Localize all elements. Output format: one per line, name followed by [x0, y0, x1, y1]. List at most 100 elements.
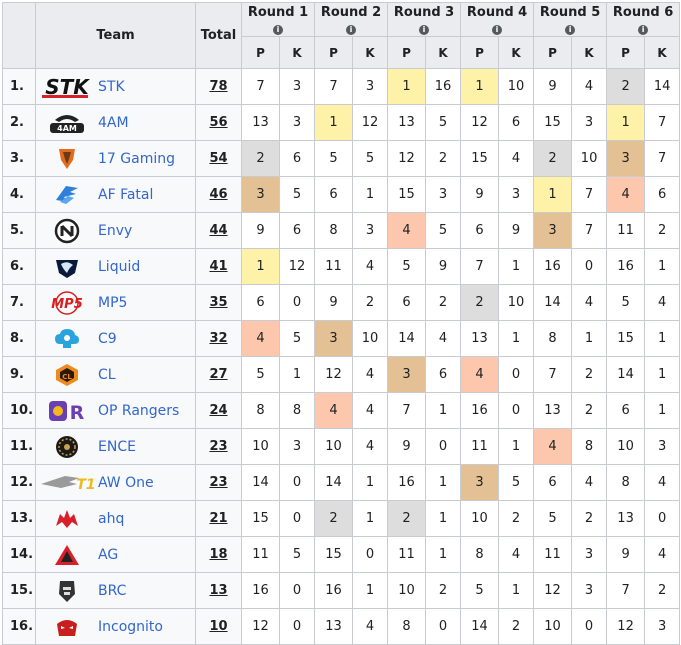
kills-cell: 5 — [498, 464, 535, 501]
kills-header: K — [498, 36, 535, 69]
total-points: 13 — [195, 572, 242, 609]
placement-cell: 8 — [241, 392, 280, 429]
team-link[interactable]: Liquid — [98, 258, 141, 275]
table-row: 12. T1 AW One 23 14 0 14 1 16 1 3 5 6 4 8 4 — [2, 464, 681, 501]
team-link[interactable]: 4AM — [98, 114, 129, 131]
team-wrap: AF Fatal — [36, 182, 195, 208]
placement-header: P — [314, 36, 354, 69]
placement-cell: 11 — [241, 536, 280, 573]
placement-cell: 10 — [387, 572, 427, 609]
team-wrap: R OP Rangers — [36, 398, 195, 424]
team-wrap: Incognito — [36, 614, 195, 640]
placement-cell: 4 — [533, 428, 573, 465]
kills-cell: 4 — [644, 284, 681, 321]
kills-cell: 6 — [278, 140, 316, 177]
placement-cell: 13 — [241, 104, 280, 141]
placement-cell: 14 — [314, 464, 354, 501]
op-rangers-logo[interactable]: R — [36, 398, 98, 424]
kills-cell: 2 — [498, 608, 535, 645]
envy-logo[interactable] — [36, 218, 98, 244]
kills-cell: 1 — [644, 356, 681, 393]
svg-text:4AM: 4AM — [57, 124, 77, 133]
info-icon[interactable]: i — [638, 25, 649, 35]
placement-cell: 9 — [241, 212, 280, 249]
brc-logo[interactable] — [36, 578, 98, 604]
team-cell: C9 — [35, 320, 196, 357]
team-cell: AG — [35, 536, 196, 573]
info-icon[interactable]: i — [346, 25, 357, 35]
kills-cell: 3 — [352, 68, 389, 105]
info-icon[interactable]: i — [492, 25, 503, 35]
rank-cell: 6. — [2, 248, 36, 285]
c9-logo[interactable] — [36, 326, 98, 352]
rank-cell: 1. — [2, 68, 36, 105]
placement-cell: 5 — [533, 500, 573, 537]
ence-logo[interactable] — [36, 434, 98, 460]
info-icon[interactable]: i — [565, 25, 576, 35]
placement-cell: 3 — [460, 464, 500, 501]
rank-cell: 9. — [2, 356, 36, 393]
placement-cell: 14 — [460, 608, 500, 645]
table-row: 5. Envy 44 9 6 8 3 4 5 6 9 3 7 11 2 — [2, 212, 681, 249]
placement-cell: 3 — [387, 356, 427, 393]
team-cell: ahq — [35, 500, 196, 537]
liquid-logo[interactable] — [36, 254, 98, 280]
kills-cell: 0 — [278, 284, 316, 321]
ag-logo[interactable] — [36, 542, 98, 568]
placement-cell: 8 — [314, 212, 354, 249]
placement-cell: 13 — [533, 392, 573, 429]
kills-cell: 10 — [352, 320, 389, 357]
team-link[interactable]: MP5 — [98, 294, 128, 311]
kills-cell: 5 — [352, 140, 389, 177]
kills-cell: 1 — [278, 356, 316, 393]
incognito-logo[interactable] — [36, 614, 98, 640]
info-icon[interactable]: i — [273, 25, 283, 35]
table-row: 4. AF Fatal 46 3 5 6 1 15 3 9 3 1 7 4 6 — [2, 176, 681, 213]
ahq-logo[interactable] — [36, 506, 98, 532]
kills-cell: 4 — [498, 536, 535, 573]
kills-cell: 1 — [352, 176, 389, 213]
af-fatal-logo[interactable] — [36, 182, 98, 208]
team-link[interactable]: AW One — [98, 474, 154, 491]
team-wrap: MP5 MP5 — [36, 290, 195, 316]
team-link[interactable]: BRC — [98, 582, 127, 599]
svg-text:CL: CL — [62, 373, 72, 381]
rank-cell: 5. — [2, 212, 36, 249]
team-link[interactable]: OP Rangers — [98, 402, 180, 419]
total-points: 32 — [195, 320, 242, 357]
team-wrap: AG — [36, 542, 195, 568]
kills-cell: 7 — [644, 140, 681, 177]
kills-cell: 3 — [571, 104, 608, 141]
kills-header: K — [644, 36, 681, 69]
total-points: 23 — [195, 428, 242, 465]
placement-header: P — [460, 36, 500, 69]
cl-logo[interactable]: CL — [36, 362, 98, 388]
kills-cell: 0 — [278, 500, 316, 537]
stk-logo[interactable]: STK — [36, 74, 98, 100]
team-link[interactable]: Envy — [98, 222, 133, 239]
team-link[interactable]: CL — [98, 366, 116, 383]
info-icon[interactable]: i — [419, 25, 430, 35]
team-link[interactable]: ahq — [98, 510, 125, 527]
team-link[interactable]: C9 — [98, 330, 117, 347]
kills-cell: 1 — [644, 248, 681, 285]
team-link[interactable]: STK — [98, 78, 125, 95]
aw-one-logo[interactable]: T1 — [36, 470, 98, 496]
round-3-title: Round 3 — [393, 5, 455, 20]
total-points: 46 — [195, 176, 242, 213]
team-link[interactable]: Incognito — [98, 618, 163, 635]
team-link[interactable]: 17 Gaming — [98, 150, 175, 167]
17-gaming-logo[interactable] — [36, 146, 98, 172]
team-cell: STK STK — [35, 68, 196, 105]
kills-cell: 3 — [278, 428, 316, 465]
4am-logo[interactable]: 4AM — [36, 110, 98, 136]
team-link[interactable]: ENCE — [98, 438, 136, 455]
team-link[interactable]: AF Fatal — [98, 186, 154, 203]
placement-cell: 12 — [460, 104, 500, 141]
kills-cell: 4 — [352, 392, 389, 429]
kills-cell: 7 — [571, 212, 608, 249]
kills-cell: 1 — [425, 464, 462, 501]
team-link[interactable]: AG — [98, 546, 119, 563]
mp5-logo[interactable]: MP5 — [36, 290, 98, 316]
placement-cell: 4 — [314, 392, 354, 429]
